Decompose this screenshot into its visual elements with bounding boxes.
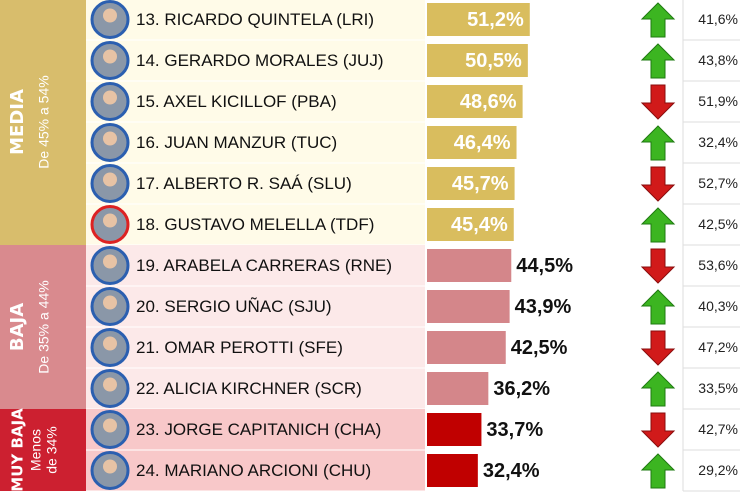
value-label: 33,7% <box>486 419 543 441</box>
arrow-down <box>640 412 676 448</box>
previous-value: 42,5% <box>698 216 738 232</box>
previous-value: 29,2% <box>698 462 738 478</box>
bar <box>427 454 478 487</box>
governor-name: 15. AXEL KICILLOF (PBA) <box>136 92 337 111</box>
arrow-down <box>640 84 676 120</box>
avatar-head <box>103 213 117 228</box>
bar <box>427 44 528 77</box>
avatar-head <box>103 49 117 64</box>
arrow-down <box>640 330 676 366</box>
value-label: 48,6% <box>460 91 517 113</box>
arrow-up <box>640 371 676 407</box>
value-label: 45,4% <box>451 214 508 236</box>
previous-value: 47,2% <box>698 339 738 355</box>
previous-value: 32,4% <box>698 134 738 150</box>
value-label: 45,7% <box>452 173 509 195</box>
governor-name: 19. ARABELA CARRERAS (RNE) <box>136 256 392 275</box>
bar <box>427 85 523 118</box>
arrow-up <box>640 289 676 325</box>
group-name: MUY BAJA <box>9 408 27 492</box>
value-label: 44,5% <box>516 255 573 277</box>
previous-value: 40,3% <box>698 298 738 314</box>
group-band <box>0 409 86 491</box>
arrow-down <box>640 248 676 284</box>
governor-name: 16. JUAN MANZUR (TUC) <box>136 133 337 152</box>
governor-name: 20. SERGIO UÑAC (SJU) <box>136 297 332 316</box>
avatar-head <box>103 295 117 310</box>
governor-name: 22. ALICIA KIRCHNER (SCR) <box>136 379 362 398</box>
arrow-down <box>640 166 676 202</box>
bar <box>427 413 482 446</box>
avatar-head <box>103 254 117 269</box>
value-label: 43,9% <box>515 296 572 318</box>
arrow-up <box>640 2 676 38</box>
arrow-up <box>640 453 676 489</box>
arrow-up <box>640 125 676 161</box>
value-label: 36,2% <box>493 378 550 400</box>
previous-value: 52,7% <box>698 175 738 191</box>
previous-value: 42,7% <box>698 421 738 437</box>
bar <box>427 208 514 241</box>
avatar-head <box>103 8 117 23</box>
group-name: MEDIA <box>7 89 28 155</box>
group-band <box>0 245 86 409</box>
group-range: de 34% <box>44 426 60 473</box>
governor-name: 18. GUSTAVO MELELLA (TDF) <box>136 215 374 234</box>
avatar-head <box>103 131 117 146</box>
group-band <box>0 0 86 245</box>
previous-value: 43,8% <box>698 52 738 68</box>
value-label: 50,5% <box>465 50 522 72</box>
avatar-head <box>103 377 117 392</box>
previous-value: 41,6% <box>698 11 738 27</box>
bar <box>427 3 530 36</box>
bar <box>427 167 515 200</box>
previous-value: 53,6% <box>698 257 738 273</box>
value-label: 51,2% <box>467 9 524 31</box>
governor-name: 21. OMAR PEROTTI (SFE) <box>136 338 343 357</box>
bar <box>427 372 489 405</box>
avatar-head <box>103 418 117 433</box>
avatar-head <box>103 336 117 351</box>
governor-name: 17. ALBERTO R. SAÁ (SLU) <box>136 174 352 193</box>
group-range: De 35% a 44% <box>36 280 52 373</box>
governor-name: 24. MARIANO ARCIONI (CHU) <box>136 461 371 480</box>
arrow-up <box>640 43 676 79</box>
value-label: 42,5% <box>511 337 568 359</box>
previous-value: 33,5% <box>698 380 738 396</box>
bar <box>427 126 517 159</box>
avatar-head <box>103 172 117 187</box>
group-range: Menos <box>28 429 44 471</box>
governor-name: 23. JORGE CAPITANICH (CHA) <box>136 420 381 439</box>
avatar-head <box>103 459 117 474</box>
bar <box>427 290 510 323</box>
bar <box>427 331 506 364</box>
group-range: De 45% a 54% <box>36 75 52 168</box>
arrow-up <box>640 207 676 243</box>
governor-name: 14. GERARDO MORALES (JUJ) <box>136 51 384 70</box>
value-label: 32,4% <box>483 460 540 482</box>
governor-name: 13. RICARDO QUINTELA (LRI) <box>136 10 374 29</box>
avatar-head <box>103 90 117 105</box>
value-label: 46,4% <box>454 132 511 154</box>
group-name: BAJA <box>7 303 28 351</box>
bar <box>427 249 512 282</box>
previous-value: 51,9% <box>698 93 738 109</box>
